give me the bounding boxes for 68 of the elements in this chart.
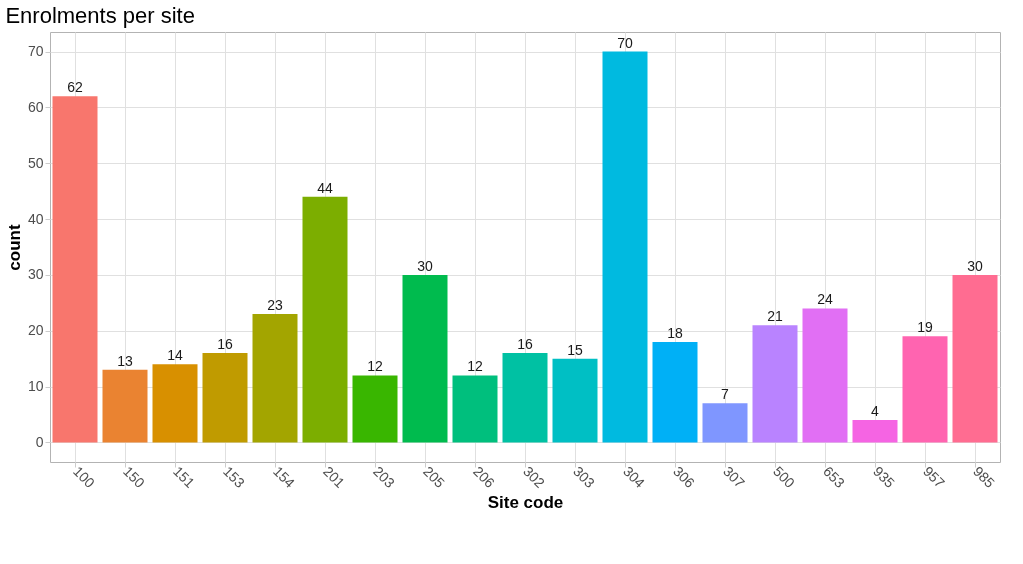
bar [402,274,448,443]
data-label: 19 [917,319,933,336]
bar [652,341,698,443]
x-tick-label: 100 [70,463,99,492]
bar [752,325,798,443]
x-tick-label: 205 [420,463,449,492]
bar [802,308,848,443]
chart-title: Enrolments per site [5,3,195,28]
data-label: 12 [367,358,383,375]
data-label: 14 [167,347,183,364]
y-axis-title: count [4,224,24,271]
bar [52,96,98,443]
y-tick-label: 70 [27,43,44,60]
x-tick-label: 302 [520,463,549,492]
data-label: 23 [267,297,283,314]
x-tick-label: 957 [920,463,949,492]
x-tick-label: 154 [270,463,299,492]
x-tick-label: 500 [770,463,799,492]
y-tick-label: 30 [27,266,44,283]
bar [952,274,998,443]
y-tick-label: 0 [35,433,44,450]
x-tick-label: 306 [670,463,699,492]
data-label: 7 [721,386,730,403]
x-tick-label: 304 [620,463,649,492]
data-label: 30 [967,257,983,274]
bar [102,369,148,443]
y-tick-label: 40 [27,210,44,227]
data-label: 44 [317,179,333,196]
x-tick-label: 201 [320,463,349,492]
bar [552,358,598,443]
bar [452,375,498,443]
data-label: 13 [117,352,133,369]
data-label: 12 [467,358,483,375]
bar [702,403,748,443]
x-tick-label: 985 [970,463,999,492]
data-label: 16 [517,336,533,353]
data-label: 21 [767,308,783,325]
data-label: 24 [817,291,833,308]
bar [252,314,298,443]
data-label: 15 [567,341,583,358]
data-label: 18 [667,324,683,341]
data-label: 16 [217,336,233,353]
bar [502,353,548,443]
bar [902,336,948,443]
data-label: 30 [417,257,433,274]
y-tick-label: 10 [27,378,44,395]
x-axis-title: Site code [487,492,564,512]
bar [352,375,398,443]
x-tick-label: 653 [820,463,849,492]
bar [852,420,898,443]
y-tick-label: 50 [27,154,44,171]
data-label: 62 [67,79,83,96]
bar [302,196,348,443]
x-tick-label: 307 [720,463,749,492]
x-tick-label: 206 [470,463,499,492]
x-tick-label: 203 [370,463,399,492]
bar [602,51,648,443]
x-tick-label: 150 [120,463,149,492]
x-tick-label: 303 [570,463,599,492]
y-tick-label: 60 [27,98,44,115]
x-tick-label: 153 [220,463,249,492]
data-label: 70 [617,34,633,51]
bar [152,364,198,443]
y-tick-label: 20 [27,322,44,339]
x-tick-label: 151 [170,463,199,492]
bar [202,353,248,443]
data-label: 4 [871,403,880,420]
x-tick-label: 935 [870,463,899,492]
